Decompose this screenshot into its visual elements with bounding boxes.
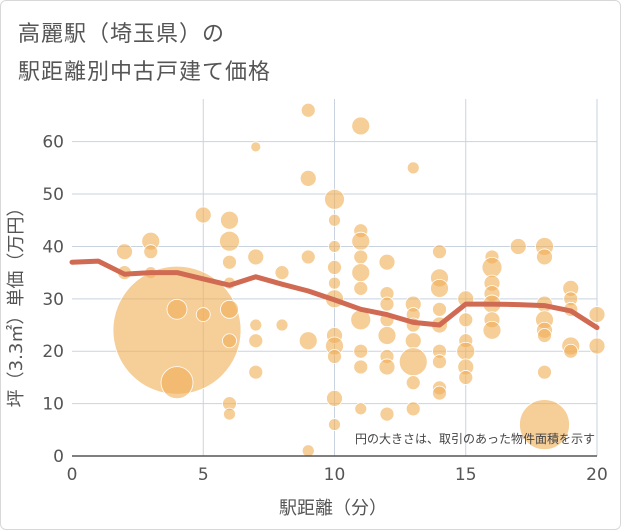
data-point bbox=[379, 359, 395, 375]
x-tick-label: 5 bbox=[198, 465, 209, 485]
data-point bbox=[325, 189, 345, 209]
bubble-size-note: 円の大きさは、取引のあった物件面積を示す bbox=[355, 431, 595, 446]
data-point bbox=[459, 370, 473, 384]
data-point bbox=[459, 313, 473, 327]
data-point bbox=[249, 334, 263, 348]
data-point bbox=[433, 386, 447, 400]
data-point bbox=[406, 376, 420, 390]
data-point bbox=[221, 211, 239, 229]
y-tick-label: 10 bbox=[42, 395, 64, 415]
data-point bbox=[407, 162, 419, 174]
data-point bbox=[117, 244, 133, 260]
y-tick-label: 50 bbox=[42, 185, 64, 205]
data-point bbox=[329, 419, 341, 431]
data-point bbox=[328, 260, 342, 274]
data-point bbox=[301, 250, 315, 264]
data-point bbox=[327, 390, 343, 406]
x-axis-label: 駅距離（分） bbox=[279, 498, 387, 519]
data-point bbox=[510, 238, 526, 254]
data-point bbox=[161, 367, 193, 399]
data-point bbox=[300, 170, 316, 186]
data-point bbox=[406, 402, 420, 416]
data-point bbox=[220, 231, 240, 251]
data-point bbox=[276, 319, 288, 331]
data-point bbox=[379, 254, 395, 270]
scatter-chart: 0 10 20 30 40 50 60 0 5 10 15 20 円の大きさは、取引のあった物件面積を… bbox=[0, 0, 621, 530]
data-point bbox=[328, 349, 342, 363]
data-point bbox=[589, 307, 605, 323]
data-point bbox=[538, 329, 552, 343]
data-point bbox=[354, 344, 368, 358]
data-point bbox=[483, 321, 501, 339]
data-point bbox=[352, 264, 370, 282]
data-point bbox=[457, 342, 475, 360]
y-axis-label: 坪（3.3㎡）単価（万円） bbox=[5, 199, 27, 408]
data-point bbox=[354, 281, 368, 295]
data-point bbox=[589, 338, 605, 354]
data-point bbox=[195, 207, 211, 223]
x-tick-label: 0 bbox=[67, 465, 78, 485]
data-point bbox=[354, 360, 368, 374]
data-point bbox=[538, 365, 552, 379]
data-point bbox=[223, 334, 237, 348]
data-point bbox=[482, 257, 502, 277]
y-tick-label: 20 bbox=[42, 342, 64, 362]
data-point bbox=[299, 332, 317, 350]
data-point bbox=[196, 308, 210, 322]
data-point bbox=[399, 348, 427, 376]
data-point bbox=[431, 279, 449, 297]
data-point bbox=[144, 245, 158, 259]
data-point bbox=[221, 300, 239, 318]
data-point bbox=[302, 445, 314, 457]
data-point bbox=[224, 408, 236, 420]
y-tick-label: 40 bbox=[42, 237, 64, 257]
data-point bbox=[301, 103, 315, 117]
data-point bbox=[248, 249, 264, 265]
data-point bbox=[433, 245, 447, 259]
data-point bbox=[223, 255, 237, 269]
data-point bbox=[329, 240, 341, 252]
data-point bbox=[352, 232, 370, 250]
data-point bbox=[251, 142, 261, 152]
data-point bbox=[249, 365, 263, 379]
data-point bbox=[329, 214, 341, 226]
y-tick-label: 30 bbox=[42, 290, 64, 310]
y-tick-label: 0 bbox=[53, 447, 64, 467]
data-point bbox=[354, 250, 368, 264]
data-point bbox=[380, 407, 394, 421]
data-point bbox=[537, 249, 553, 265]
data-point bbox=[433, 355, 447, 369]
data-point bbox=[378, 327, 396, 345]
data-point bbox=[250, 319, 262, 331]
data-point bbox=[329, 277, 341, 289]
x-tick-label: 15 bbox=[455, 465, 477, 485]
x-tick-label: 20 bbox=[586, 465, 608, 485]
data-point bbox=[405, 333, 421, 349]
data-point bbox=[564, 344, 578, 358]
data-point bbox=[380, 297, 394, 311]
data-point bbox=[433, 302, 447, 316]
data-point bbox=[167, 299, 187, 319]
data-point bbox=[355, 403, 367, 415]
data-point bbox=[352, 117, 370, 135]
x-tick-label: 10 bbox=[324, 465, 346, 485]
data-point bbox=[275, 266, 289, 280]
y-tick-label: 60 bbox=[42, 133, 64, 153]
